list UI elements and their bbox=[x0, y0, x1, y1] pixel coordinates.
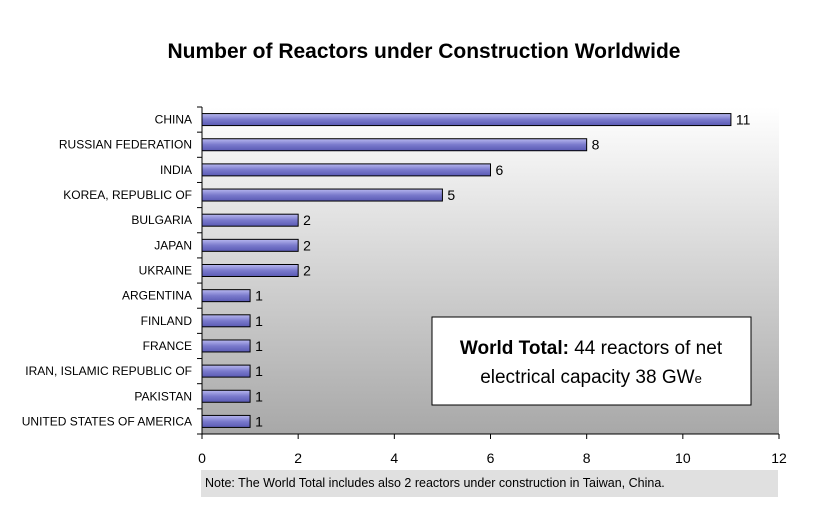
bar bbox=[201, 264, 299, 277]
world-total-line-2: electrical capacity 38 GWe bbox=[480, 367, 702, 388]
category-label: UKRAINE bbox=[139, 264, 192, 278]
bar bbox=[201, 138, 588, 152]
chart-title: Number of Reactors under Construction Wo… bbox=[168, 40, 681, 63]
world-total-bold-label: World Total: bbox=[460, 338, 569, 359]
bar bbox=[201, 414, 251, 428]
data-label: 11 bbox=[736, 112, 751, 128]
category-label: JAPAN bbox=[154, 238, 192, 252]
data-label: 1 bbox=[255, 388, 263, 404]
x-axis-ticks: 0 2 4 6 8 10 12 bbox=[198, 434, 787, 466]
x-tick-label: 6 bbox=[487, 450, 495, 466]
note-text: Note: The World Total includes also 2 re… bbox=[205, 476, 665, 490]
category-label: RUSSIAN FEDERATION bbox=[59, 138, 192, 152]
data-label: 2 bbox=[303, 237, 311, 253]
data-label: 2 bbox=[303, 263, 311, 279]
data-label: 6 bbox=[496, 162, 504, 178]
world-total-line-2-sub: e bbox=[695, 371, 702, 386]
data-label: 1 bbox=[255, 363, 263, 379]
category-label: BULGARIA bbox=[131, 213, 192, 227]
x-tick-label: 4 bbox=[390, 450, 398, 466]
world-total-line-2-main: electrical capacity 38 GW bbox=[480, 367, 694, 388]
world-total-line-1-rest: 44 reactors of net bbox=[569, 338, 723, 359]
bar bbox=[201, 213, 299, 227]
bar bbox=[201, 188, 443, 202]
x-tick-label: 2 bbox=[294, 450, 302, 466]
bar bbox=[201, 339, 251, 353]
world-total-box: World Total: 44 reactors of net electric… bbox=[431, 316, 752, 406]
data-label: 1 bbox=[255, 313, 263, 329]
bar bbox=[201, 113, 732, 127]
category-label: UNITED STATES OF AMERICA bbox=[22, 414, 192, 428]
category-label: FRANCE bbox=[143, 339, 192, 353]
bar bbox=[201, 163, 491, 177]
data-label: 1 bbox=[255, 288, 263, 304]
category-label: IRAN, ISLAMIC REPUBLIC OF bbox=[25, 364, 192, 378]
category-label: KOREA, REPUBLIC OF bbox=[63, 188, 192, 202]
data-label: 8 bbox=[592, 137, 600, 153]
x-tick-label: 12 bbox=[771, 450, 787, 466]
category-labels: CHINA RUSSIAN FEDERATION INDIA KOREA, REPUB… bbox=[22, 113, 193, 429]
category-label: CHINA bbox=[155, 113, 192, 127]
bar bbox=[201, 364, 251, 378]
x-tick-label: 8 bbox=[583, 450, 591, 466]
data-label: 1 bbox=[255, 413, 263, 429]
category-label: FINLAND bbox=[141, 314, 193, 328]
bar bbox=[201, 314, 251, 328]
bar bbox=[201, 389, 251, 403]
data-label: 1 bbox=[255, 338, 263, 354]
y-axis-ticks bbox=[197, 106, 202, 435]
data-label: 2 bbox=[303, 212, 311, 228]
x-tick-label: 10 bbox=[675, 450, 691, 466]
data-label: 5 bbox=[447, 187, 455, 203]
world-total-line-1: World Total: 44 reactors of net bbox=[460, 338, 723, 359]
category-label: ARGENTINA bbox=[122, 289, 192, 303]
bar bbox=[201, 289, 251, 303]
category-label: PAKISTAN bbox=[134, 389, 192, 403]
x-tick-label: 0 bbox=[198, 450, 206, 466]
category-label: INDIA bbox=[160, 163, 192, 177]
world-total-box-frame bbox=[431, 316, 752, 406]
bar bbox=[201, 238, 299, 252]
note-background bbox=[201, 470, 778, 497]
